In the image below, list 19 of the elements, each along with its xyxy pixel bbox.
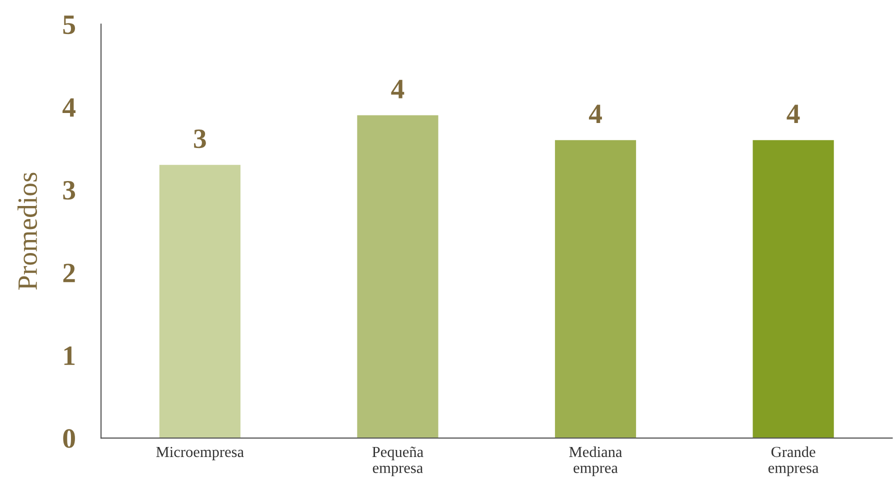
y-tick-label: 4 [62,98,76,117]
bar [159,164,240,438]
y-axis-title: Promedios [18,172,38,290]
data-label: 4 [391,80,404,98]
x-tick-label: Microempresa [156,446,244,460]
y-tick-label: 2 [63,264,75,282]
x-tick-label: Grande empresa [768,446,819,476]
data-label: 3 [194,129,206,148]
bar [357,115,438,438]
x-tick-label: Pequeña empresa [372,446,424,476]
bar [554,140,636,438]
x-tick-label: Mediana emprea [569,446,622,476]
y-tick-label: 0 [63,429,75,448]
y-tick-label: 5 [63,16,76,34]
bar [752,140,834,438]
y-tick-label: 3 [63,180,76,200]
data-label: 4 [786,104,800,124]
data-label: 4 [588,104,602,124]
y-tick-label: 1 [64,346,75,365]
